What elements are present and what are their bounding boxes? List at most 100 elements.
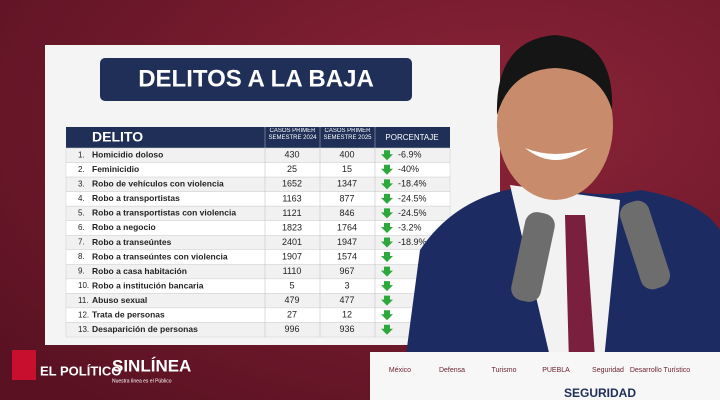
title-box: [100, 58, 412, 101]
cases-2024: 1121: [282, 208, 301, 218]
row-number: 4.: [78, 194, 85, 203]
smile: [525, 148, 588, 160]
logo-brand2: SINLÍNEA: [112, 356, 191, 375]
down-arrow: [381, 324, 393, 335]
down-arrow: [381, 281, 393, 292]
hair: [496, 35, 613, 115]
crime-name: Robo a transeúntes con violencia: [92, 251, 228, 261]
logo-tagline: Nuestra línea es el Público: [112, 378, 172, 384]
row-number: 13.: [78, 325, 89, 334]
microphone: [619, 200, 671, 290]
cases-2025: 877: [339, 193, 354, 203]
row-number: 6.: [78, 223, 85, 232]
cases-2024: 2401: [282, 237, 302, 247]
down-arrow: [381, 208, 393, 219]
cases-2024: 1163: [282, 193, 301, 203]
crime-name: Desaparición de personas: [92, 324, 198, 334]
cases-2024: 1652: [282, 179, 302, 189]
row-number: 1.: [78, 150, 85, 159]
cases-2025: 846: [339, 208, 354, 218]
cases-2024: 430: [284, 150, 299, 160]
down-arrow: [381, 193, 393, 204]
down-arrow: [381, 222, 393, 233]
cases-2025: 936: [339, 324, 354, 334]
crime-name: Robo a institución bancaria: [92, 280, 204, 290]
crime-name: Abuso sexual: [92, 295, 147, 305]
cases-2025: 1347: [337, 179, 357, 189]
crime-name: Robo a transportistas con violencia: [92, 208, 236, 218]
crime-name: Robo a casa habitación: [92, 266, 187, 276]
percentage: -24.5%: [398, 208, 427, 218]
column-header-box: CASOS PRIMER SEMESTRE 2024: [268, 128, 317, 141]
row-number: 8.: [78, 252, 85, 261]
crime-name: Homicidio doloso: [92, 150, 163, 160]
down-arrow: [381, 310, 393, 321]
crime-name: Robo a transeúntes: [92, 237, 172, 247]
cases-2024: 25: [287, 164, 297, 174]
banner-item: Turismo: [491, 367, 516, 374]
column-header-box: CASOS PRIMER SEMESTRE 2025: [323, 128, 372, 141]
logo-icon: [12, 350, 36, 380]
percentage: -6.9%: [398, 150, 422, 160]
down-arrow: [381, 179, 393, 190]
cases-2024: 1907: [282, 251, 302, 261]
crime-name: Robo a negocio: [92, 222, 156, 232]
down-arrow: [381, 252, 393, 263]
cases-2024: 27: [287, 310, 297, 320]
banner-items: México Defensa Turismo PUEBLA Seguridad Desar…: [389, 367, 690, 374]
percentage: -40%: [398, 164, 419, 174]
banner-item: México: [389, 367, 411, 374]
cases-2025: 967: [339, 266, 354, 276]
cases-2024: 1110: [283, 266, 302, 276]
cases-2025: 12: [342, 310, 352, 320]
percentage: -3.2%: [398, 222, 422, 232]
column-header: CASOS PRIMER SEMESTRE 2025: [323, 128, 372, 141]
banner-item: Defensa: [439, 367, 465, 374]
cases-2025: 15: [342, 164, 352, 174]
banner-item: PUEBLA: [542, 367, 570, 374]
logo-brand1: EL POLÍTICO: [40, 363, 121, 378]
row-number: 2.: [78, 165, 85, 174]
cases-2025: 1764: [337, 222, 357, 232]
banner-footer: SEGURIDAD: [564, 386, 636, 400]
face: [497, 50, 613, 200]
crime-name: Feminicidio: [92, 164, 139, 174]
cases-2025: 1947: [337, 237, 357, 247]
column-header: PORCENTAJE: [385, 133, 438, 142]
crime-name: Robo de vehículos con violencia: [92, 179, 224, 189]
cases-2024: 5: [289, 280, 294, 290]
cases-2024: 996: [284, 324, 299, 334]
row-number: 9.: [78, 267, 85, 276]
column-header: DELITO: [92, 129, 143, 145]
cases-2024: 1823: [282, 222, 302, 232]
row-number: 5.: [78, 209, 85, 218]
row-number: 7.: [78, 238, 85, 247]
row-number: 12.: [78, 310, 89, 319]
cases-2024: 479: [284, 295, 299, 305]
cases-2025: 400: [339, 150, 354, 160]
banner-item: Desarrollo Turístico: [630, 367, 690, 374]
crime-name: Trata de personas: [92, 309, 165, 319]
down-arrow: [381, 237, 393, 248]
cases-2025: 1574: [337, 251, 357, 261]
banner-item: Seguridad: [592, 367, 624, 374]
banner: [370, 352, 720, 400]
table-header: [66, 127, 450, 148]
down-arrow: [381, 266, 393, 277]
row-number: 11.: [78, 296, 89, 305]
down-arrow: [381, 295, 393, 306]
down-arrow: [381, 164, 393, 175]
crime-name: Robo a transportistas: [92, 193, 180, 203]
percentage: -18.9%: [398, 237, 427, 247]
cases-2025: 477: [339, 295, 354, 305]
row-number: 10.: [78, 281, 89, 290]
percentage: -18.4%: [398, 179, 427, 189]
microphone: [511, 212, 555, 302]
column-header: CASOS PRIMER SEMESTRE 2024: [268, 128, 317, 141]
table: DELITO CASOS PRIMER SEMESTRE 2024 CASOS …: [65, 127, 451, 338]
row-number: 3.: [78, 179, 85, 188]
title: DELITOS A LA BAJA: [138, 65, 374, 92]
down-arrow: [381, 150, 393, 161]
percentage: -24.5%: [398, 193, 427, 203]
